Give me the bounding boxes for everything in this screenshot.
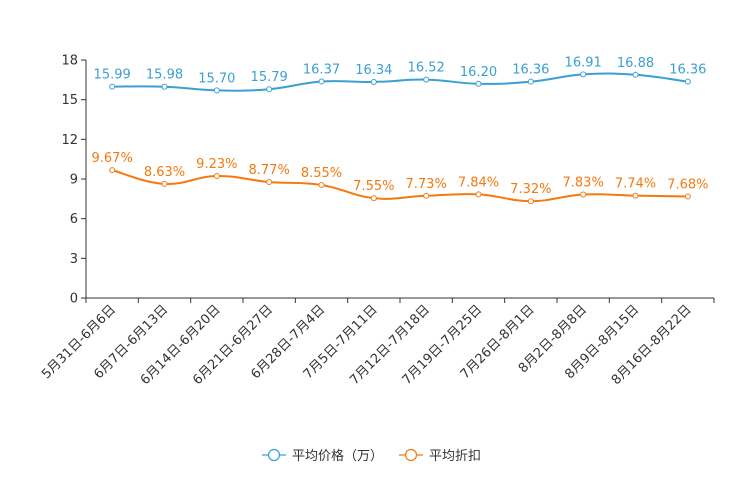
legend-marker-icon [267,448,281,462]
legend-label: 平均折扣 [429,449,481,464]
legend-marker-icon [404,448,418,462]
data-point[interactable] [684,193,691,200]
data-point[interactable] [370,195,377,202]
legend-label: 平均价格（万） [292,448,383,464]
data-label: 8.55% [301,166,342,181]
data-point[interactable] [580,71,587,78]
legend-item-2[interactable]: 平均折扣 [399,448,481,464]
data-label: 9.67% [92,151,133,166]
data-point[interactable] [161,180,168,187]
data-point[interactable] [632,192,639,199]
data-label: 7.84% [458,175,499,190]
y-tick-label: 12 [61,133,78,148]
data-label: 16.34 [355,63,392,78]
data-point[interactable] [318,181,325,188]
data-point[interactable] [109,83,116,90]
data-label: 9.23% [196,157,237,172]
data-point[interactable] [475,80,482,87]
data-label: 15.98 [146,68,183,83]
data-point[interactable] [684,78,691,85]
data-label: 8.77% [249,163,290,178]
data-label: 16.88 [617,56,654,71]
data-point[interactable] [475,191,482,198]
data-label: 16.20 [460,65,497,80]
data-label: 7.83% [563,175,604,190]
data-point[interactable] [109,167,116,174]
data-point[interactable] [266,86,273,93]
data-point[interactable] [632,71,639,78]
data-label: 8.63% [144,165,185,180]
data-label: 7.73% [406,177,447,192]
data-point[interactable] [423,192,430,199]
data-point[interactable] [213,172,220,179]
data-label: 16.52 [408,61,445,76]
data-label: 16.91 [565,55,602,70]
data-point[interactable] [161,83,168,90]
data-label: 7.55% [353,179,394,194]
data-point[interactable] [266,179,273,186]
data-label: 15.79 [251,70,288,85]
series-2: 9.67% 8.63% 9.23% 8.77% 8.55% 7.55% 7.73% 7.84%… [92,151,708,205]
data-label: 16.37 [303,63,340,78]
x-axis: 5月31日-6月6日6月7日-6月13日6月14日-6月20日6月21日-6月2… [39,297,715,388]
y-tick-label: 15 [61,93,78,108]
data-point[interactable] [527,78,534,85]
data-label: 16.36 [669,63,706,78]
y-axis: 0 3 6 9 12 15 18 [61,54,87,307]
series-layer: 15.99 15.98 15.70 15.79 16.37 16.34 16.52 16.20… [92,55,708,205]
y-tick-label: 0 [70,292,78,307]
data-label: 15.99 [94,68,131,83]
y-tick-label: 18 [61,54,78,69]
series-1: 15.99 15.98 15.70 15.79 16.37 16.34 16.52 16.20… [94,55,706,94]
series-line [111,169,688,203]
data-point[interactable] [580,191,587,198]
data-point[interactable] [423,76,430,83]
legend: 平均价格（万） 平均折扣 [262,448,481,464]
data-label: 7.32% [510,182,551,197]
y-tick-label: 9 [70,173,78,188]
data-label: 15.70 [198,71,235,86]
data-point[interactable] [318,78,325,85]
data-label: 7.74% [615,177,656,192]
legend-item-1[interactable]: 平均价格（万） [262,448,383,464]
data-point[interactable] [213,87,220,94]
data-point[interactable] [370,78,377,85]
y-tick-label: 6 [70,212,78,227]
data-label: 7.68% [667,177,708,192]
series-line [112,72,688,92]
data-point[interactable] [527,198,534,205]
data-label: 16.36 [512,63,549,78]
y-tick-label: 3 [70,252,78,267]
